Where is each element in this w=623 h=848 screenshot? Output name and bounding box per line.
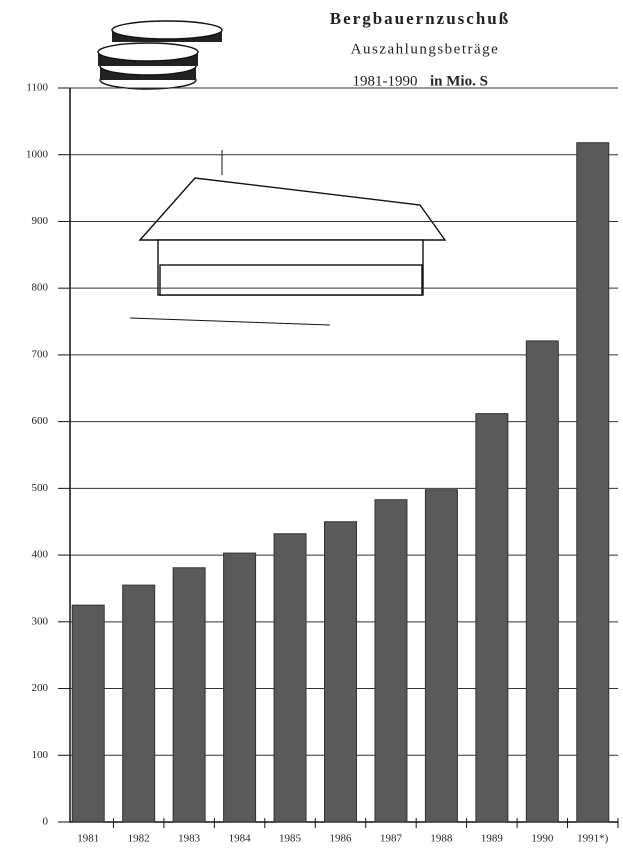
x-tick-label: 1989: [481, 833, 504, 845]
x-tick-label: 1984: [229, 833, 252, 845]
y-tick-label: 500: [32, 482, 49, 494]
farmhouse-illustration: [129, 150, 447, 326]
y-tick-label: 600: [32, 415, 49, 427]
y-tick-label: 1100: [26, 82, 48, 94]
x-tick-label: 1983: [178, 833, 201, 845]
x-tick-label: 1986: [330, 833, 353, 845]
chart-title: Bergbauernzuschuß: [330, 9, 510, 28]
x-tick-label: 1987: [380, 833, 403, 845]
bar: [525, 340, 559, 823]
x-tick-label: 1981: [77, 833, 99, 845]
x-tick-label: 1991*): [577, 833, 609, 845]
y-tick-label: 300: [32, 615, 49, 627]
x-tick-label: 1990: [531, 833, 554, 845]
unit-label: in Mio. S: [430, 73, 488, 89]
bar: [172, 567, 206, 823]
bar: [122, 584, 156, 823]
y-tick-label: 200: [32, 682, 49, 694]
y-tick-label: 700: [32, 348, 49, 360]
x-tick-label: 1985: [279, 833, 302, 845]
y-tick-label: 800: [32, 282, 49, 294]
bar: [475, 413, 509, 823]
chart-subtitle: Auszahlungsbeträge: [351, 41, 500, 57]
x-tick-label: 1982: [128, 833, 150, 845]
bar: [223, 552, 257, 823]
y-tick-label: 1000: [26, 148, 49, 160]
y-tick-label: 400: [32, 549, 49, 561]
x-tick-label: 1988: [430, 833, 453, 845]
bar: [576, 142, 610, 823]
bar: [374, 499, 408, 823]
bar: [424, 489, 458, 823]
coins-illustration: [97, 20, 223, 90]
y-tick-label: 0: [43, 816, 49, 828]
bar: [71, 604, 105, 823]
bar: [324, 521, 357, 823]
y-tick-label: 900: [32, 215, 49, 227]
y-tick-label: 100: [32, 749, 49, 761]
bar: [273, 533, 307, 823]
period-label: 1981-1990: [353, 73, 418, 89]
